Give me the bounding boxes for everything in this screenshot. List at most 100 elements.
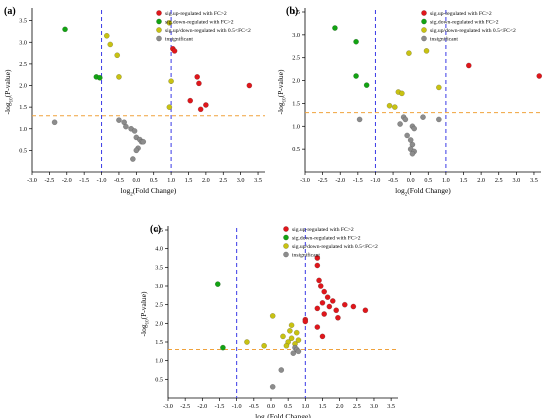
data-point <box>407 137 414 143</box>
x-tick-label: -2.0 <box>197 403 207 410</box>
y-tick-label: 1.5 <box>155 339 163 346</box>
data-point <box>187 97 193 104</box>
y-tick-label: 4.0 <box>155 246 163 253</box>
panel-a: (a) -3.0 -2.5 -2.0 -1.5 -1.0 -0.5 0.0 0.5 1.0 1.5 2… <box>3 6 265 198</box>
x-tick-label: 0.5 <box>424 177 432 184</box>
x-tick-label: 1.0 <box>167 177 175 184</box>
y-axis-label-prefix: -log <box>276 102 285 114</box>
x-tick-label: -1.0 <box>232 403 242 410</box>
series-2 <box>386 48 442 110</box>
data-point <box>295 348 302 355</box>
y-axis-label-prefix: -log <box>139 324 148 336</box>
x-tick-label: -2.5 <box>180 403 190 410</box>
data-point <box>319 300 326 306</box>
data-point <box>197 106 204 112</box>
data-point <box>116 74 122 80</box>
data-point <box>402 116 409 123</box>
data-point <box>203 102 209 108</box>
data-point <box>295 337 302 343</box>
data-point <box>288 335 295 341</box>
x-tick-label: -2.5 <box>318 177 328 184</box>
y-tick-label: 1.5 <box>292 100 300 107</box>
data-point <box>270 313 276 319</box>
y-axis-label-subscript: 10 <box>283 97 288 103</box>
data-point <box>270 384 276 390</box>
legend-label: sig.down-regulated with FC>2 <box>430 20 499 26</box>
legend-label: insignificant <box>430 36 458 43</box>
data-point <box>196 80 202 87</box>
data-point <box>436 84 442 91</box>
data-point <box>220 344 226 351</box>
y-axis-label-suffix: (P-value) <box>3 69 12 97</box>
x-axis-label: log2(Fold Change) <box>121 186 177 198</box>
y-axis-label-suffix: (P-value) <box>139 291 148 319</box>
y-axis-label-subscript: 10 <box>10 97 15 103</box>
x-tick-label: -1.0 <box>97 177 107 184</box>
data-point <box>420 114 426 120</box>
legend-marker <box>283 243 289 249</box>
data-point <box>397 121 403 127</box>
data-point <box>314 255 321 261</box>
legend-label: sig.down-regulated with FC>2 <box>292 236 361 242</box>
x-axis-label: log2(Fold Change) <box>395 186 451 198</box>
data-point <box>97 75 103 81</box>
x-tick-label: 2.0 <box>202 177 210 184</box>
data-point <box>436 116 442 123</box>
data-point <box>116 117 122 123</box>
legend-label: sig.up-regulated with FC>2 <box>165 11 227 17</box>
panel-c: (c) -3.0 -2.5 -2.0 -1.5 -1.0 -0.5 0.0 0.5 1.0 1.5 2… <box>139 224 398 418</box>
data-point <box>302 318 309 325</box>
data-point <box>140 139 146 145</box>
x-tick-label: 2.5 <box>495 177 503 184</box>
legend-label: sig.up-regulated with FC>2 <box>292 227 354 233</box>
panel-label: (b) <box>286 6 298 17</box>
legend-marker <box>156 27 162 33</box>
x-axis-label-suffix: (Fold Change) <box>133 186 177 195</box>
data-point <box>356 116 363 123</box>
legend: sig.up-regulated with FC>2 sig.down-regul… <box>283 226 378 259</box>
x-tick-label: 0.0 <box>407 177 415 184</box>
x-axis-label-subscript: 2 <box>405 193 408 198</box>
x-tick-label: -3.0 <box>300 177 310 184</box>
data-point <box>342 301 348 308</box>
panel-label: (c) <box>150 224 161 235</box>
data-point <box>215 281 221 287</box>
data-point <box>324 294 331 300</box>
x-axis-label-prefix: log <box>255 412 265 418</box>
x-tick-label: -1.5 <box>79 177 89 184</box>
legend-label: sig.up/down-regulated with 0.5<FC<2 <box>165 28 251 34</box>
data-point <box>287 328 293 334</box>
data-point <box>406 50 412 56</box>
data-point <box>133 147 140 154</box>
legend-marker <box>156 10 162 16</box>
legend-marker <box>156 18 162 25</box>
data-point <box>130 156 136 162</box>
data-point <box>104 33 110 39</box>
x-tick-label: 0.5 <box>150 177 158 184</box>
legend-label: sig.up-regulated with FC>2 <box>430 11 492 17</box>
data-point <box>314 262 321 269</box>
x-tick-label: -2.5 <box>44 177 54 184</box>
y-axis-label: -log10(P-value) <box>276 69 288 115</box>
legend: sig.up-regulated with FC>2 sig.down-regul… <box>421 10 516 43</box>
data-point <box>288 322 295 328</box>
data-point <box>166 20 173 26</box>
data-point <box>283 343 290 349</box>
data-point <box>278 367 284 373</box>
y-tick-label: 2.0 <box>19 83 27 90</box>
x-tick-label: -2.0 <box>335 177 345 184</box>
y-tick-label: 2.0 <box>155 320 163 327</box>
y-axis-label-prefix: -log <box>3 102 12 114</box>
x-tick-label: 1.0 <box>301 403 309 410</box>
series-0 <box>302 255 369 340</box>
y-tick-label: 2.0 <box>292 78 300 85</box>
y-tick-label: 3.5 <box>292 9 300 16</box>
y-tick-label: 0.5 <box>155 376 163 383</box>
data-point <box>316 277 322 284</box>
panel-b: (b) -3.0 -2.5 -2.0 -1.5 -1.0 -0.5 0.0 0.5 1.0 1.5 2… <box>276 6 542 198</box>
x-tick-label: -0.5 <box>249 403 259 410</box>
x-tick-label: 2.0 <box>477 177 485 184</box>
data-point <box>409 141 416 148</box>
legend-marker <box>283 251 289 258</box>
data-point <box>244 339 250 345</box>
